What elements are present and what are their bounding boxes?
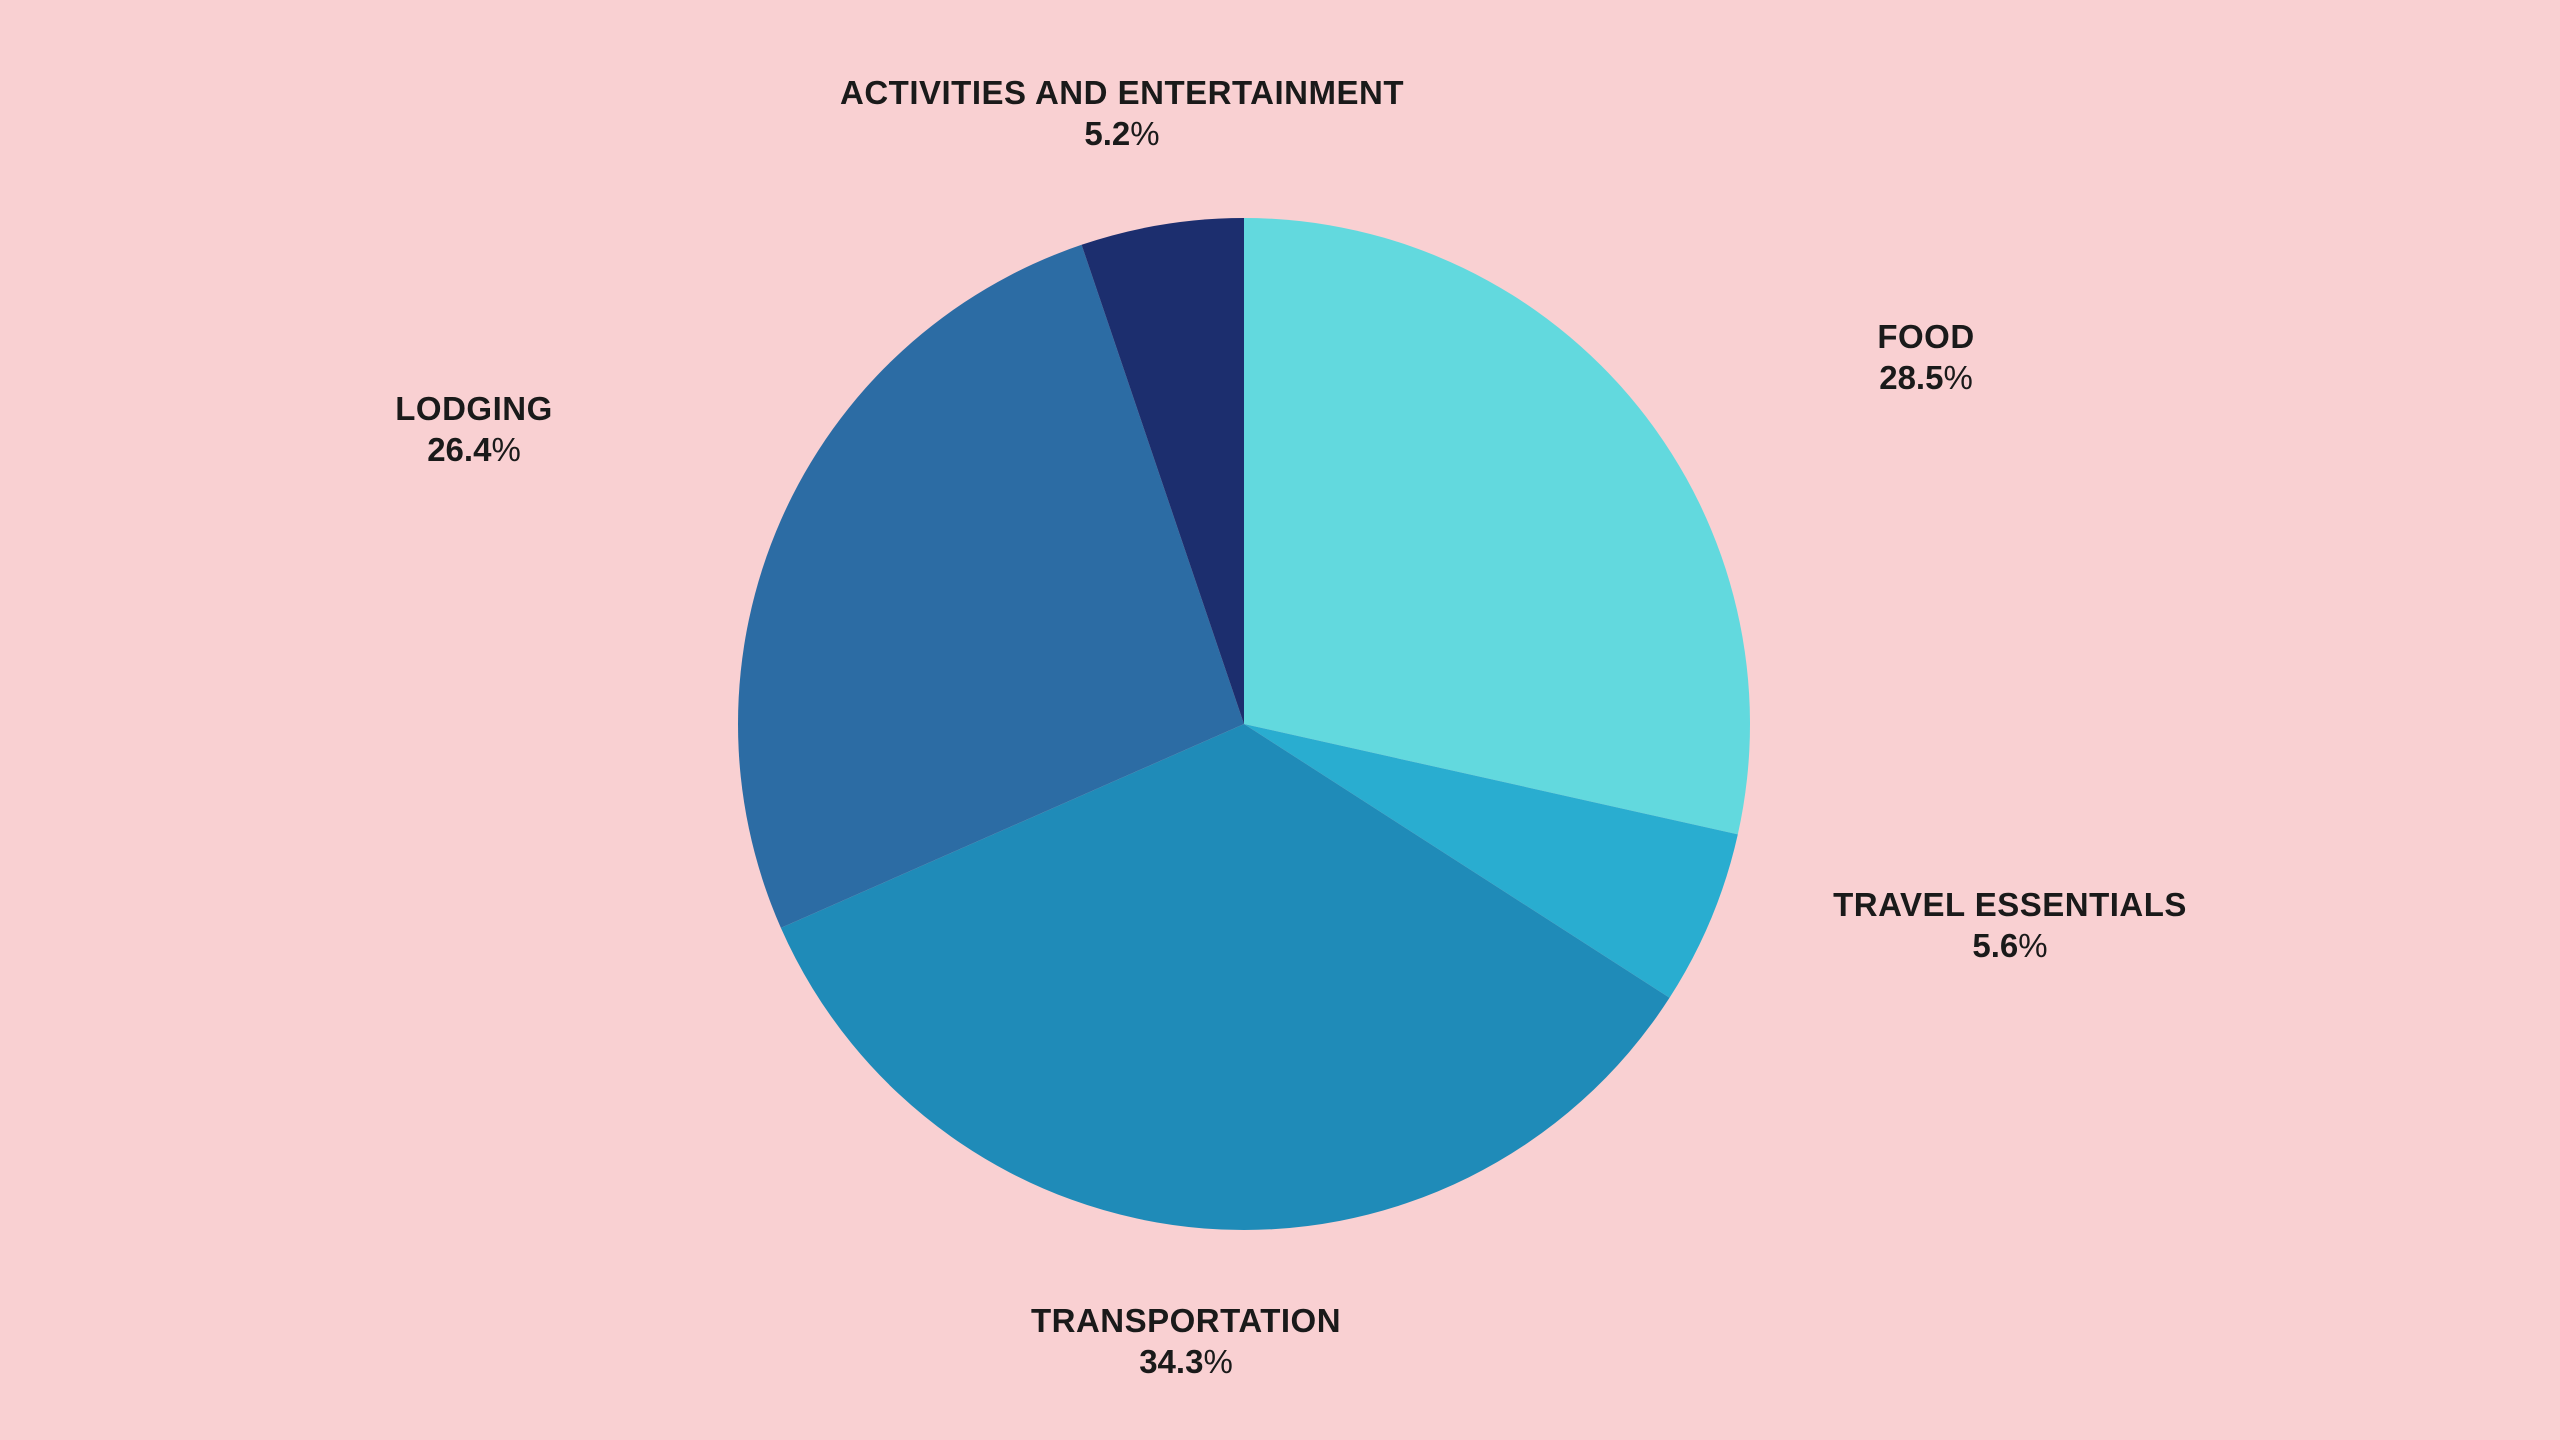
slice-label-2: TRANSPORTATION34.3% (1031, 1300, 1341, 1383)
slice-label-pct: 34.3% (1031, 1341, 1341, 1382)
slice-label-1: TRAVEL ESSENTIALS5.6% (1833, 884, 2187, 967)
percent-sign: % (1130, 115, 1159, 152)
slice-label-pct: 26.4% (395, 429, 553, 470)
percent-sign: % (1943, 359, 1972, 396)
slice-label-pct-value: 26.4 (427, 431, 491, 468)
slice-label-pct-value: 5.6 (1972, 927, 2018, 964)
slice-label-pct: 5.2% (840, 113, 1404, 154)
slice-label-3: LODGING26.4% (395, 388, 553, 471)
percent-sign: % (491, 431, 520, 468)
slice-label-name: TRAVEL ESSENTIALS (1833, 884, 2187, 925)
slice-label-name: LODGING (395, 388, 553, 429)
slice-label-name: FOOD (1877, 316, 1974, 357)
slice-label-pct-value: 28.5 (1879, 359, 1943, 396)
percent-sign: % (2018, 927, 2047, 964)
pie-chart-container: FOOD28.5%TRAVEL ESSENTIALS5.6%TRANSPORTA… (0, 0, 2560, 1440)
slice-label-pct-value: 34.3 (1139, 1343, 1203, 1380)
percent-sign: % (1203, 1343, 1232, 1380)
pie-chart-svg (0, 0, 2560, 1440)
slice-label-0: FOOD28.5% (1877, 316, 1974, 399)
slice-label-pct: 5.6% (1833, 925, 2187, 966)
slice-label-4: ACTIVITIES AND ENTERTAINMENT5.2% (840, 72, 1404, 155)
slice-label-pct: 28.5% (1877, 357, 1974, 398)
slice-label-name: TRANSPORTATION (1031, 1300, 1341, 1341)
slice-label-pct-value: 5.2 (1084, 115, 1130, 152)
slice-label-name: ACTIVITIES AND ENTERTAINMENT (840, 72, 1404, 113)
